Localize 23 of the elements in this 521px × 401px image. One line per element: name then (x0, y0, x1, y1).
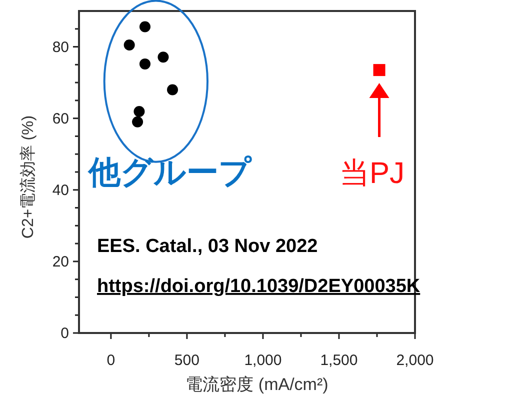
annotation: EES. Catal., 03 Nov 2022 (97, 236, 318, 257)
x-tick-label: 0 (106, 352, 116, 369)
point (373, 64, 386, 76)
y-tick-label: 40 (52, 182, 69, 199)
x-axis-title: 電流密度 (mA/cm²) (186, 375, 328, 394)
point (139, 21, 150, 32)
annotation: 他グループ (88, 154, 252, 190)
point (132, 116, 144, 128)
point (167, 84, 178, 96)
y-tick-label: 20 (52, 253, 69, 270)
x-tick-label: 1,000 (244, 352, 282, 369)
x-tick-label: 2,000 (396, 352, 434, 369)
annotation: 当PJ (339, 157, 405, 190)
x-tick-label: 500 (174, 352, 200, 369)
point (139, 58, 150, 70)
point (124, 39, 135, 50)
point (134, 106, 145, 118)
y-axis-title: C2+電流効率 (%) (19, 115, 37, 239)
y-tick-label: 0 (60, 325, 69, 342)
y-tick-label: 60 (52, 110, 69, 128)
point (158, 52, 169, 63)
y-tick-label: 80 (52, 38, 69, 56)
x-tick-label: 1,500 (320, 352, 358, 369)
